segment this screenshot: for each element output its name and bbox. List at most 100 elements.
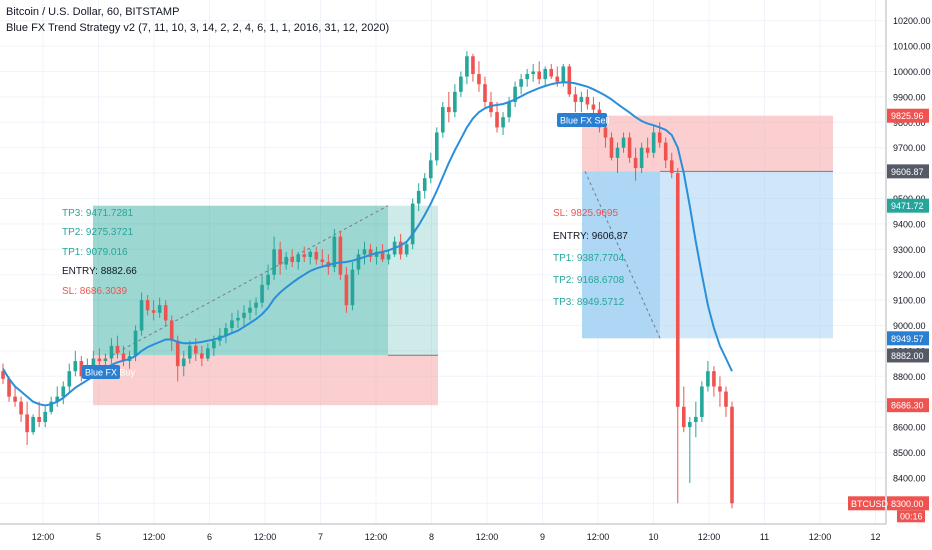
candle-body — [459, 76, 463, 92]
time-axis[interactable]: 12:00 5 12:00 6 12:00 7 12:00 8 12:00 9 12:00 10 12:… — [32, 532, 881, 542]
candle-body — [242, 312, 246, 318]
countdown-label: 00:16 — [900, 511, 923, 521]
sell-signal-tag[interactable] — [557, 113, 607, 127]
candle-body — [380, 251, 385, 260]
candle-body — [224, 328, 228, 336]
x-tick-label: 12:00 — [254, 532, 277, 542]
sell-trade-label: TP2: 9168.6708 — [553, 275, 625, 286]
candle-body — [302, 254, 307, 257]
candle-body — [453, 91, 457, 113]
x-tick-label: 10 — [648, 532, 658, 542]
candle-body — [7, 378, 11, 397]
y-tick-label: 9100.00 — [893, 296, 926, 306]
x-tick-label: 5 — [96, 532, 101, 542]
candle-body — [61, 386, 66, 397]
candle-body — [585, 96, 590, 105]
y-tick-label: 9900.00 — [893, 92, 926, 102]
candle-body — [441, 107, 445, 133]
candle-body — [706, 371, 710, 387]
candle-body — [663, 142, 668, 161]
y-tick-label: 9300.00 — [893, 245, 926, 255]
x-tick-label: 12 — [870, 532, 880, 542]
price-tag-label: 9606.87 — [891, 167, 924, 177]
candle-body — [681, 406, 686, 428]
signal-tags[interactable]: Blue FX Buy Blue FX Sell — [82, 113, 610, 379]
x-tick-label: 12:00 — [32, 532, 55, 542]
candle-body — [362, 249, 367, 255]
trade-labels: TP3: 9471.7281 TP2: 9275.3721 TP1: 9079.01… — [62, 208, 628, 308]
candle-body — [1, 371, 5, 379]
candle-body — [181, 358, 186, 367]
y-tick-label: 10200.00 — [893, 16, 931, 26]
candle-body — [549, 68, 554, 77]
y-tick-label: 10100.00 — [893, 42, 931, 52]
candle-body — [344, 274, 349, 306]
candle-body — [314, 251, 319, 260]
buy-trade-label: SL: 8686.3039 — [62, 286, 127, 297]
candle-body — [254, 302, 258, 308]
candle-body — [230, 320, 234, 329]
candle-body — [284, 256, 288, 265]
candle-body — [573, 94, 578, 102]
candle-body — [718, 386, 722, 392]
x-tick-label: 12:00 — [143, 532, 166, 542]
buy-stop-zone — [93, 355, 438, 406]
symbol-tag — [848, 496, 885, 511]
candle-body — [25, 414, 29, 433]
candle-body — [537, 71, 542, 80]
candle-body — [103, 358, 108, 362]
candle-body — [675, 173, 680, 407]
candle-body — [320, 259, 325, 262]
candle-body — [368, 249, 373, 257]
candle-body — [657, 132, 662, 143]
y-tick-label: 8400.00 — [893, 473, 926, 483]
candle-body — [290, 256, 294, 262]
candle-body — [55, 396, 60, 402]
candle-body — [398, 241, 403, 255]
buy-projection-line — [111, 205, 389, 356]
price-tag — [887, 164, 929, 179]
candle-body — [694, 416, 698, 423]
candle-body — [525, 74, 529, 80]
candle-body — [712, 371, 716, 387]
x-tick-label: 7 — [318, 532, 323, 542]
candle-body — [79, 361, 84, 377]
candle-body — [471, 56, 475, 75]
candle-body — [67, 371, 72, 387]
countdown-tag — [897, 510, 925, 523]
candle-body — [260, 284, 264, 303]
sell-target-zone-ext — [660, 171, 833, 339]
candle-body — [615, 147, 620, 158]
candle-body — [73, 361, 78, 372]
candle-body — [591, 104, 596, 110]
x-tick-label: 12:00 — [365, 532, 388, 542]
y-tick-label: 9400.00 — [893, 219, 926, 229]
candle-body — [212, 340, 216, 349]
candle-body — [489, 101, 493, 113]
candle-body — [236, 317, 240, 321]
projection-lines — [111, 171, 661, 356]
price-tag — [887, 398, 929, 413]
price-tags: 9825.96 9606.87 9471.72 8949.57 8882.00 8686.… — [848, 108, 929, 523]
candle-body — [688, 422, 692, 428]
candle-body — [730, 406, 734, 504]
price-tag-label: 8882.00 — [891, 351, 924, 361]
buy-signal-tag[interactable] — [82, 365, 120, 379]
candle-body — [200, 353, 204, 359]
buy-trade-label: TP3: 9471.7281 — [62, 208, 134, 219]
candle-body — [169, 320, 174, 341]
candle-body — [404, 244, 409, 255]
candle-body — [724, 391, 728, 407]
candle-body — [621, 137, 626, 148]
candle-body — [151, 310, 156, 313]
candle-body — [374, 251, 379, 257]
candle-body — [139, 300, 144, 331]
strategy-title: Blue FX Trend Strategy v2 (7, 11, 10, 3,… — [6, 22, 390, 34]
candle-body — [603, 127, 608, 138]
candle-body — [645, 147, 650, 153]
candle-body — [386, 254, 391, 260]
price-tag-label: 9471.72 — [891, 201, 924, 211]
y-tick-label: 9200.00 — [893, 270, 926, 280]
candle-body — [332, 236, 337, 268]
